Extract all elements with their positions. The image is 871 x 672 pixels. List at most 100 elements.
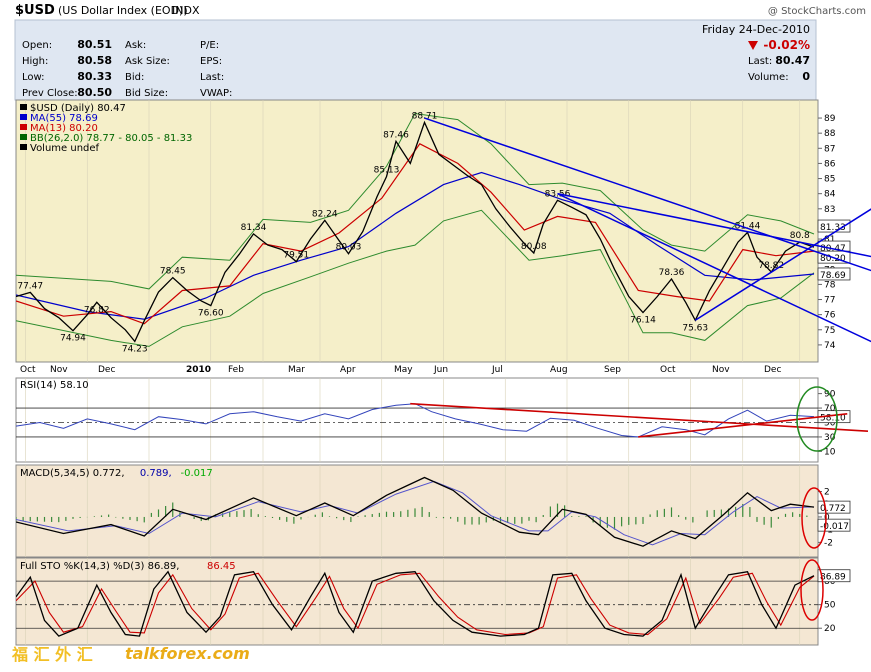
y-tick-label: 83 <box>824 205 835 215</box>
quote-label: Last: <box>200 72 224 83</box>
quote-value: 80.50 <box>77 86 112 99</box>
x-tick-label: Dec <box>764 365 781 375</box>
change-pct: -0.02% <box>763 38 810 52</box>
x-tick-label: Jul <box>491 365 503 375</box>
price-annotation: 81.34 <box>241 223 267 233</box>
y-tick-label: 87 <box>824 144 835 154</box>
price-annotation: 78.45 <box>160 267 186 277</box>
x-tick-label: Nov <box>50 365 68 375</box>
price-annotation: 78.36 <box>659 268 685 278</box>
y-tick-label: 10 <box>824 447 836 457</box>
x-tick-label: Apr <box>340 365 356 375</box>
x-tick-label: Nov <box>712 365 730 375</box>
panel-frame <box>16 378 818 462</box>
x-tick-label: Oct <box>660 365 676 375</box>
macd-legend: -0.017 <box>181 468 213 479</box>
quote-date: Friday 24-Dec-2010 <box>702 23 810 36</box>
x-tick-label: Feb <box>228 365 244 375</box>
price-annotation: 76.82 <box>84 305 110 315</box>
macd-legend: 0.789, <box>140 468 172 479</box>
y-tick-label: 85 <box>824 175 835 185</box>
quote-value: 80.33 <box>77 70 112 83</box>
x-tick-label: Mar <box>288 365 305 375</box>
y-tick-label: 77 <box>824 296 835 306</box>
sto-legend: 86.45 <box>207 561 236 572</box>
y-tick-label: 89 <box>824 114 836 124</box>
price-annotation: 80.8 <box>790 231 810 241</box>
value-box-label: 80.20 <box>820 254 846 264</box>
rsi-title: RSI(14) 58.10 <box>20 380 89 391</box>
quote-label: Bid Size: <box>125 88 168 99</box>
x-tick-label: May <box>394 365 413 375</box>
quote-label: High: <box>22 56 48 67</box>
watermark-chinese: 福 汇 外 汇 <box>11 645 93 664</box>
price-annotation: 74.23 <box>122 344 148 354</box>
legend-swatch <box>20 134 27 140</box>
symbol-name: (US Dollar Index (EOD)) <box>58 4 188 17</box>
legend-swatch <box>20 124 27 130</box>
quote-label: Volume: <box>748 72 789 83</box>
y-tick-label: 50 <box>824 601 836 611</box>
price-annotation: 74.94 <box>60 334 86 344</box>
value-box-label: 78.69 <box>820 271 846 281</box>
y-tick-label: -2 <box>824 538 833 548</box>
price-annotation: 77.47 <box>17 281 43 291</box>
exchange: INDX <box>172 4 200 17</box>
quote-label: EPS: <box>200 56 222 67</box>
x-tick-label: 2010 <box>186 365 211 375</box>
panel-1: 7475767778798081828384858687888977.4776.… <box>16 100 850 375</box>
price-annotation: 88.71 <box>412 111 438 121</box>
y-tick-label: 84 <box>824 190 836 200</box>
quote-label: Open: <box>22 40 52 51</box>
quote-value: 80.47 <box>775 54 810 67</box>
quote-label: Bid: <box>125 72 144 83</box>
price-annotation: 76.14 <box>630 316 656 326</box>
y-tick-label: 86 <box>824 159 836 169</box>
watermark-site: talkforex.com <box>125 644 250 663</box>
quote-value: 0 <box>802 70 810 83</box>
panel-frame <box>16 465 818 557</box>
quote-value: 80.58 <box>77 54 112 67</box>
symbol: $USD <box>15 3 55 18</box>
y-tick-label: 20 <box>824 624 836 634</box>
quote-label: VWAP: <box>200 88 232 99</box>
y-tick-label: 75 <box>824 326 835 336</box>
price-annotation: 76.60 <box>198 309 224 319</box>
y-tick-label: 76 <box>824 311 836 321</box>
legend-swatch <box>20 114 27 120</box>
quote-label: Last: <box>748 56 772 67</box>
credit[interactable]: @ StockCharts.com <box>768 6 866 17</box>
x-tick-label: Sep <box>604 365 621 375</box>
macd-legend: MACD(5,34,5) 0.772, <box>20 468 125 479</box>
price-annotation: 87.46 <box>383 130 409 140</box>
sto-legend: Full STO %K(14,3) %D(3) 86.89, <box>20 561 179 572</box>
legend-entry: Volume undef <box>30 143 100 154</box>
y-tick-label: 74 <box>824 341 836 351</box>
price-annotation: 80.03 <box>336 243 362 253</box>
value-box-label: 86.89 <box>820 573 846 583</box>
x-tick-label: Dec <box>98 365 115 375</box>
quote-label: Ask: <box>125 40 146 51</box>
price-annotation: 85.13 <box>374 166 400 176</box>
quote-value: 80.51 <box>77 38 112 51</box>
quote-label: P/E: <box>200 40 219 51</box>
y-tick-label: 88 <box>824 129 836 139</box>
x-tick-label: Jun <box>433 365 448 375</box>
panel-3: -2-1012MACD(5,34,5) 0.772,0.789,-0.0170.… <box>16 465 850 557</box>
y-tick-label: 2 <box>824 488 830 498</box>
quote-label: Ask Size: <box>125 56 170 67</box>
value-box-label: 0.772 <box>820 504 846 514</box>
price-annotation: 80.08 <box>521 242 547 252</box>
price-annotation: 75.63 <box>682 323 708 333</box>
y-tick-label: 78 <box>824 280 836 290</box>
x-tick-label: Aug <box>550 365 568 375</box>
quote-label: Prev Close: <box>22 88 78 99</box>
x-tick-label: Oct <box>20 365 36 375</box>
legend-swatch <box>20 144 27 150</box>
price-annotation: 82.24 <box>312 209 338 219</box>
quote-label: Low: <box>22 72 45 83</box>
